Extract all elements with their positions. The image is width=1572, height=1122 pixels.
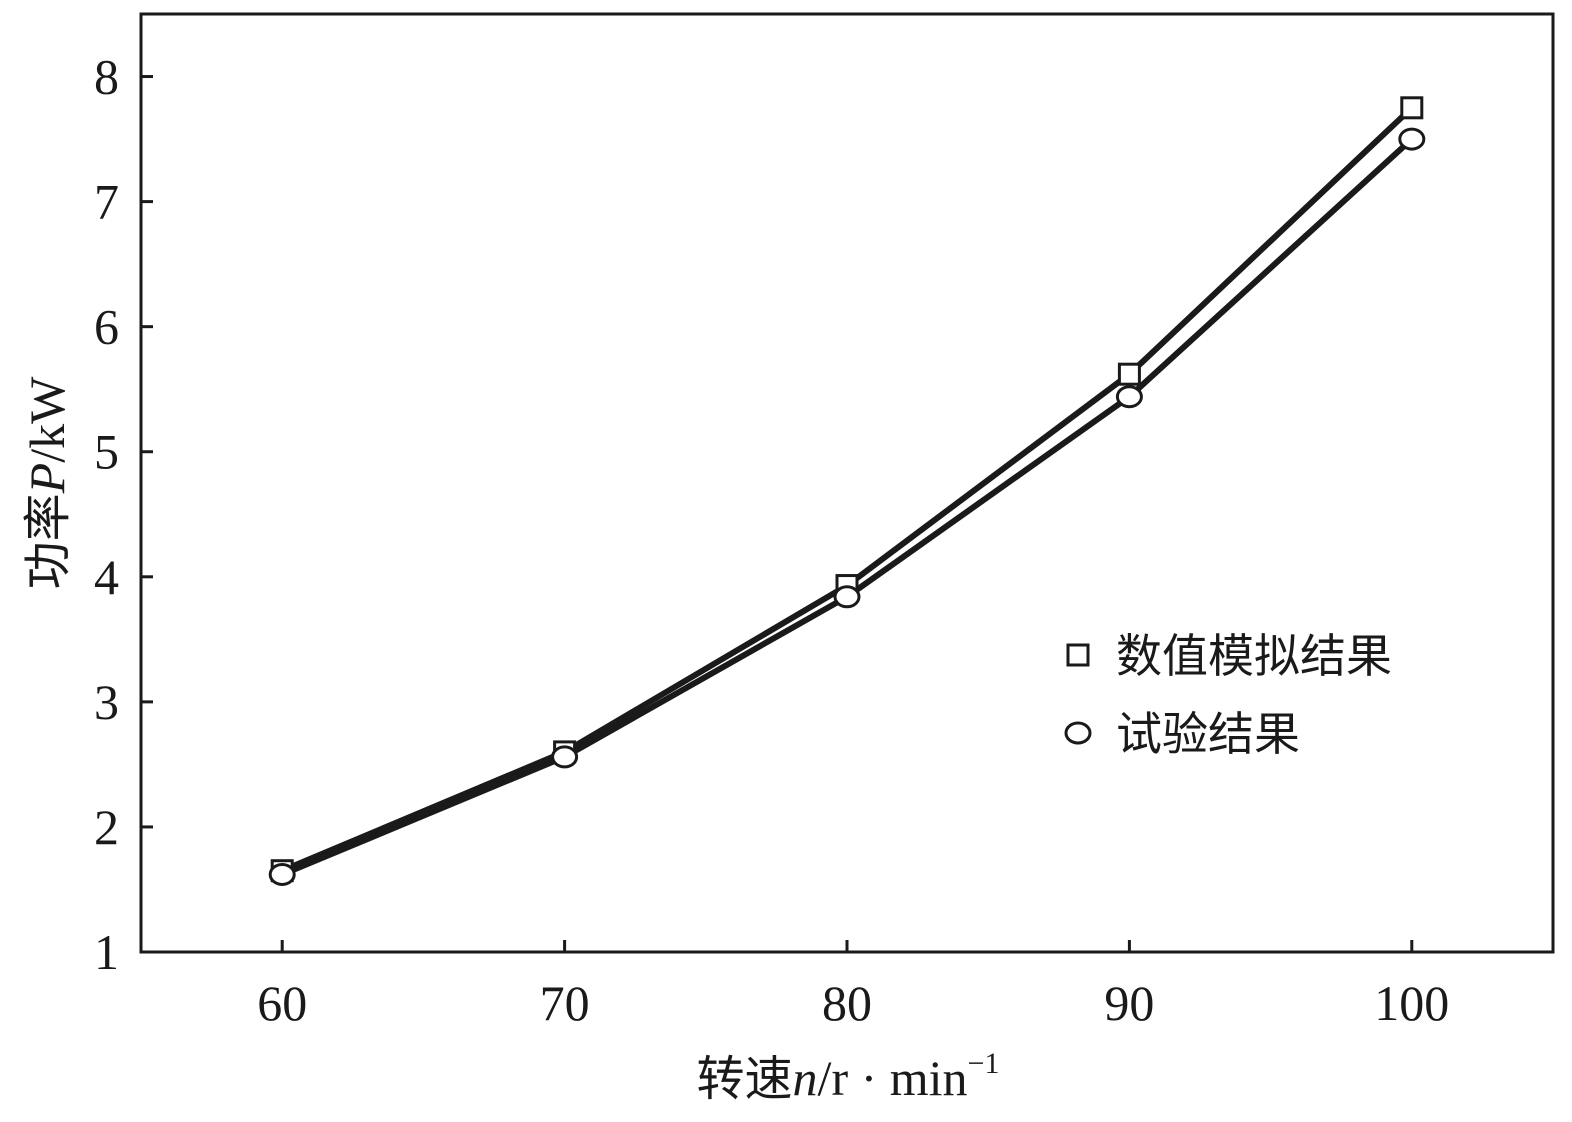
data-point-circle	[1398, 127, 1426, 151]
series-markers-square	[270, 96, 1424, 883]
x-tick-label: 70	[540, 975, 590, 1031]
x-axis-title-prefix: 转速	[697, 1051, 793, 1107]
data-point-circle	[551, 745, 579, 769]
x-tick-label: 60	[257, 975, 307, 1031]
data-point-circle	[1115, 385, 1143, 409]
legend-label: 试验结果	[1116, 707, 1300, 761]
x-axis-title: 转速n/r · min−1	[697, 1047, 1000, 1107]
plot-frame	[139, 12, 1555, 954]
data-point-circle	[268, 862, 296, 886]
y-tick-label: 6	[94, 299, 119, 355]
y-axis-variable: P	[19, 463, 75, 495]
x-tick-label: 90	[1104, 975, 1154, 1031]
series-circle	[281, 136, 1414, 878]
x-tick-label: 80	[822, 975, 872, 1031]
y-tick-label: 8	[94, 49, 119, 105]
legend-label: 数值模拟结果	[1116, 629, 1392, 683]
y-tick-label: 2	[94, 799, 119, 855]
y-tick-label: 5	[94, 424, 119, 480]
x-tick-label: 100	[1374, 975, 1449, 1031]
data-point-square	[1117, 362, 1141, 386]
y-axis-ticks: 1 2 3 4 5 6 7 8	[94, 49, 153, 980]
x-axis-ticks: 60 70 80 90 100	[257, 940, 1449, 1031]
y-tick-label: 4	[94, 549, 119, 605]
legend-square-marker	[1066, 643, 1090, 667]
y-axis-title: 功率P/kW	[19, 376, 76, 589]
x-axis-unit-exponent: −1	[968, 1047, 1000, 1080]
y-tick-label: 3	[94, 674, 119, 730]
y-tick-label: 7	[94, 174, 119, 230]
data-point-circle	[833, 585, 861, 609]
legend-circle-marker	[1064, 721, 1092, 745]
x-axis-unit: /r · min	[818, 1050, 968, 1106]
y-axis-title-prefix: 功率	[20, 493, 76, 589]
series-layer	[268, 96, 1426, 886]
x-axis-variable: n	[793, 1050, 818, 1106]
series-line	[281, 136, 1414, 878]
y-axis-unit: /kW	[19, 376, 75, 463]
data-point-square	[1400, 96, 1424, 120]
y-tick-label: 1	[94, 924, 119, 980]
series-markers-circle	[268, 127, 1426, 886]
